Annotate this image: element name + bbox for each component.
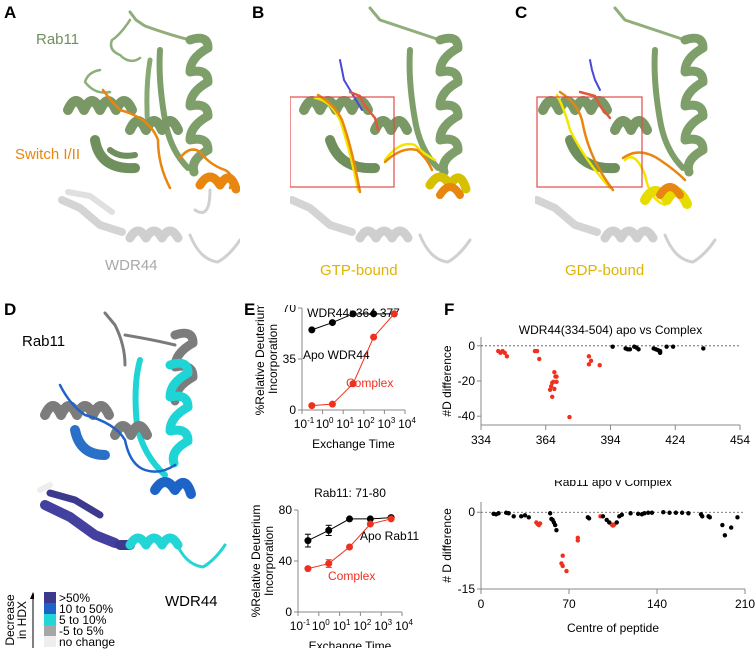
svg-text:#D difference: #D difference xyxy=(440,345,454,416)
svg-text:101: 101 xyxy=(336,416,354,431)
structure-panel-c xyxy=(533,0,755,290)
structure-panel-a xyxy=(40,0,242,290)
legend-swatch xyxy=(44,625,56,636)
svg-text:# D difference: # D difference xyxy=(440,508,454,583)
label-wdr44-d: WDR44 xyxy=(165,593,218,610)
chart-e-top: WDR44: 364-377 0 35 70 10-1 100 101 102 103 104 Ex… xyxy=(240,301,440,470)
svg-text:Rab11: 71-80: Rab11: 71-80 xyxy=(314,486,386,500)
svg-text:334: 334 xyxy=(471,433,491,447)
highlight-box-b xyxy=(289,96,395,188)
svg-text:140: 140 xyxy=(647,597,667,611)
svg-text:100: 100 xyxy=(312,618,330,633)
svg-text:in HDX: in HDX xyxy=(15,601,29,639)
svg-text:100: 100 xyxy=(316,416,334,431)
svg-text:80: 80 xyxy=(279,503,293,517)
legend-item-10-50: 10 to 50% xyxy=(44,602,113,616)
svg-text:104: 104 xyxy=(395,618,413,633)
panel-letter-b: B xyxy=(252,3,265,22)
svg-text:102: 102 xyxy=(357,416,375,431)
svg-text:%Relative DeuteriumIncorporati: %Relative DeuteriumIncorporation xyxy=(249,505,276,618)
svg-text:Complex: Complex xyxy=(346,376,393,390)
label-switch-i-ii: Switch I/II xyxy=(15,146,81,163)
svg-text:-15: -15 xyxy=(458,582,476,596)
label-rab11-d: Rab11 xyxy=(22,333,66,350)
svg-text:0: 0 xyxy=(468,339,475,353)
panel-letter-f: F xyxy=(444,300,455,319)
svg-text:-40: -40 xyxy=(458,409,476,423)
legend-item-gt50: >50% xyxy=(44,591,90,605)
highlight-box-c xyxy=(536,96,643,188)
protein-cartoon-a xyxy=(58,10,242,264)
structure-panel-b xyxy=(288,0,510,290)
svg-text:424: 424 xyxy=(665,433,685,447)
svg-text:104: 104 xyxy=(398,416,416,431)
legend-item-5-10: 5 to 10% xyxy=(44,613,106,627)
svg-text:10-1: 10-1 xyxy=(294,416,315,431)
label-gdp-bound: GDP-bound xyxy=(565,262,645,279)
chart-e-bottom: Rab11: 71-80 0 40 80 10-1 100 101 102 103 104 Exch… xyxy=(240,475,440,653)
svg-text:70: 70 xyxy=(562,597,576,611)
svg-text:Exchange Time: Exchange Time xyxy=(312,437,395,451)
panel-letter-e: E xyxy=(244,300,256,319)
svg-text:0: 0 xyxy=(468,505,475,519)
svg-text:-20: -20 xyxy=(458,374,476,388)
svg-text:103: 103 xyxy=(377,416,395,431)
protein-cartoon-b xyxy=(288,6,472,264)
svg-text:Apo WDR44: Apo WDR44 xyxy=(303,348,370,362)
legend-swatch xyxy=(44,603,56,614)
svg-text:101: 101 xyxy=(333,618,351,633)
svg-text:Decrease: Decrease xyxy=(4,594,17,646)
deuterium-uptake-rab11-chart: Rab11: 71-80 0 40 80 10-1 100 101 102 103 104Exch… xyxy=(249,486,419,653)
panel-letter-c: C xyxy=(515,3,528,22)
svg-text:Rab11 apo v Complex: Rab11 apo v Complex xyxy=(554,480,672,489)
label-wdr44-a: WDR44 xyxy=(105,257,158,274)
svg-text:35: 35 xyxy=(283,352,297,366)
svg-text:0: 0 xyxy=(289,403,296,417)
svg-text:454: 454 xyxy=(730,433,750,447)
legend-axis-title: Decrease in HDX xyxy=(3,592,36,648)
legend-swatch xyxy=(44,636,56,647)
chart-f-bottom: Rab11 apo v Complex 0 -15 0 70 140 210 Centre o… xyxy=(440,475,756,648)
svg-text:0: 0 xyxy=(478,597,485,611)
wdr44-difference-plot: WDR44(334-504) apo vs Complex 0 -20 -40 334 3… xyxy=(440,323,750,447)
hdx-legend: Decrease in HDX >50% 10 to 50% 5 to 10% … xyxy=(3,591,144,649)
panel-letter-a: A xyxy=(4,3,17,22)
svg-text:394: 394 xyxy=(600,433,620,447)
svg-text:70: 70 xyxy=(283,305,297,315)
svg-text:40: 40 xyxy=(279,554,293,568)
panel-letter-d: D xyxy=(4,300,17,319)
label-gtp-bound: GTP-bound xyxy=(320,262,398,279)
svg-text:Centre of peptide: Centre of peptide xyxy=(567,621,659,635)
legend-swatch xyxy=(44,592,56,603)
chart-f-top: WDR44(334-504) apo vs Complex 0 -20 -40 334 3… xyxy=(440,310,756,470)
svg-text:0: 0 xyxy=(285,605,292,619)
svg-text:103: 103 xyxy=(374,618,392,633)
svg-text:10-1: 10-1 xyxy=(290,618,311,633)
svg-text:WDR44(334-504) apo vs Complex: WDR44(334-504) apo vs Complex xyxy=(519,323,702,337)
label-rab11-a: Rab11 xyxy=(36,31,80,48)
svg-text:Complex: Complex xyxy=(328,569,375,583)
protein-cartoon-d xyxy=(37,311,227,569)
legend-swatch xyxy=(44,614,56,625)
svg-text:364: 364 xyxy=(536,433,556,447)
legend-item-no-change: no change xyxy=(44,635,115,649)
legend-item-neg5-5: -5 to 5% xyxy=(44,624,104,638)
svg-text:%Relative DeuteriumIncorporati: %Relative DeuteriumIncorporation xyxy=(253,305,280,415)
structure-panel-d xyxy=(25,305,235,595)
svg-text:102: 102 xyxy=(353,618,371,633)
svg-text:210: 210 xyxy=(735,597,755,611)
protein-cartoon-c xyxy=(533,6,717,264)
svg-text:Exchange Time: Exchange Time xyxy=(309,639,392,648)
svg-text:Apo Rab11: Apo Rab11 xyxy=(360,529,419,543)
